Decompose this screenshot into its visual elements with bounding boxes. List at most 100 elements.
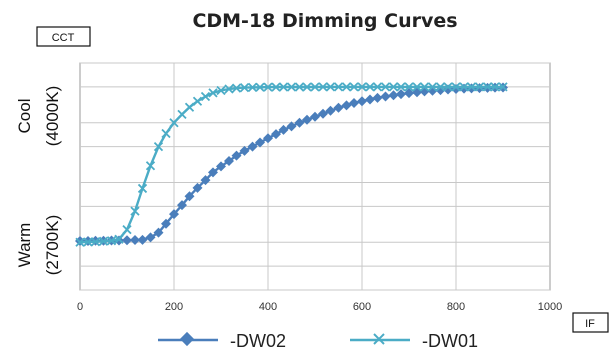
data-point <box>137 234 148 245</box>
data-point <box>98 236 109 246</box>
data-point <box>216 85 226 96</box>
data-point <box>216 161 226 172</box>
series-layer <box>75 82 508 247</box>
legend-marker-dw02 <box>179 331 195 347</box>
data-point <box>169 118 179 128</box>
data-point <box>239 145 250 156</box>
data-point <box>176 200 187 211</box>
data-point <box>137 183 148 194</box>
data-point <box>427 82 438 92</box>
x-tick-label: 200 <box>165 301 183 313</box>
data-point <box>129 235 140 246</box>
data-point <box>380 91 391 102</box>
data-point <box>184 102 195 112</box>
data-point <box>224 84 234 94</box>
data-point <box>270 129 281 140</box>
data-point <box>310 82 320 92</box>
data-point <box>396 82 406 92</box>
data-point <box>75 237 85 247</box>
data-point <box>325 82 336 92</box>
x-tick-label: 400 <box>259 301 277 313</box>
data-point <box>153 227 164 238</box>
data-point <box>388 90 399 101</box>
data-point <box>161 218 172 229</box>
data-point <box>161 128 171 139</box>
data-point <box>223 155 234 166</box>
data-point <box>122 235 132 246</box>
data-point <box>278 82 289 92</box>
series-dw01 <box>75 82 508 247</box>
legend-item-dw02: -DW02 <box>158 331 286 351</box>
data-point <box>357 82 367 92</box>
legend-marker-dw01 <box>373 333 385 345</box>
data-point <box>145 161 156 171</box>
data-point <box>435 82 446 92</box>
legend: -DW02 -DW01 <box>158 331 478 351</box>
data-point <box>263 82 273 92</box>
cct-box: CCT <box>36 26 91 47</box>
data-point <box>333 82 344 92</box>
data-point <box>474 82 485 92</box>
data-point <box>247 82 258 93</box>
y-label-warm-line2: (2700K) <box>43 215 62 275</box>
data-point <box>294 82 305 92</box>
data-point <box>271 82 281 92</box>
legend-label-dw02: -DW02 <box>230 331 286 351</box>
data-point <box>349 98 360 109</box>
x-tick-label: 800 <box>447 301 465 313</box>
x-gridlines <box>173 63 457 290</box>
data-point <box>192 182 203 193</box>
data-point <box>498 82 508 92</box>
plot-area <box>79 62 551 291</box>
data-point <box>364 94 375 105</box>
data-point <box>200 175 211 186</box>
data-point <box>247 141 258 152</box>
data-point <box>302 114 313 125</box>
x-tick-label: 0 <box>77 301 83 313</box>
data-point <box>357 96 367 107</box>
data-point <box>169 209 179 220</box>
data-point <box>349 82 359 92</box>
data-point <box>145 232 156 243</box>
data-point <box>404 82 414 92</box>
y-label-cool-line2: (4000K) <box>43 86 62 146</box>
data-point <box>451 82 461 92</box>
data-point <box>341 82 352 92</box>
data-point <box>325 105 336 116</box>
if-box: IF <box>572 312 609 333</box>
data-point <box>263 133 273 144</box>
data-point <box>231 150 242 161</box>
data-point <box>208 167 219 178</box>
data-point <box>278 124 289 135</box>
data-point <box>380 82 391 92</box>
data-point <box>443 82 453 92</box>
legend-label-dw01: -DW01 <box>422 331 478 351</box>
data-point <box>310 111 320 122</box>
data-point <box>388 82 399 92</box>
data-point <box>294 117 305 128</box>
x-tick-labels: 0 200 400 600 800 1000 <box>77 301 562 313</box>
x-tick-label: 1000 <box>538 301 562 313</box>
y-label-warm: Warm (2700K) <box>15 215 62 275</box>
data-point <box>90 237 101 247</box>
x-axis-label-box: IF <box>585 318 595 330</box>
data-point <box>177 109 187 120</box>
data-point <box>365 82 375 92</box>
data-point <box>153 141 164 152</box>
data-point <box>200 91 211 102</box>
data-point <box>490 82 500 92</box>
y-label-cool: Cool (4000K) <box>15 86 62 146</box>
data-point <box>372 82 383 92</box>
x-tick-label: 600 <box>353 301 371 313</box>
data-point <box>419 82 430 92</box>
data-point <box>318 82 328 92</box>
data-point <box>192 96 203 106</box>
data-point <box>372 92 383 103</box>
data-point <box>106 236 117 246</box>
data-point <box>83 237 93 247</box>
data-point <box>208 88 218 98</box>
data-point <box>412 82 422 92</box>
y-label-cool-line1: Cool <box>15 99 34 134</box>
data-point <box>396 89 407 100</box>
data-point <box>255 137 266 148</box>
